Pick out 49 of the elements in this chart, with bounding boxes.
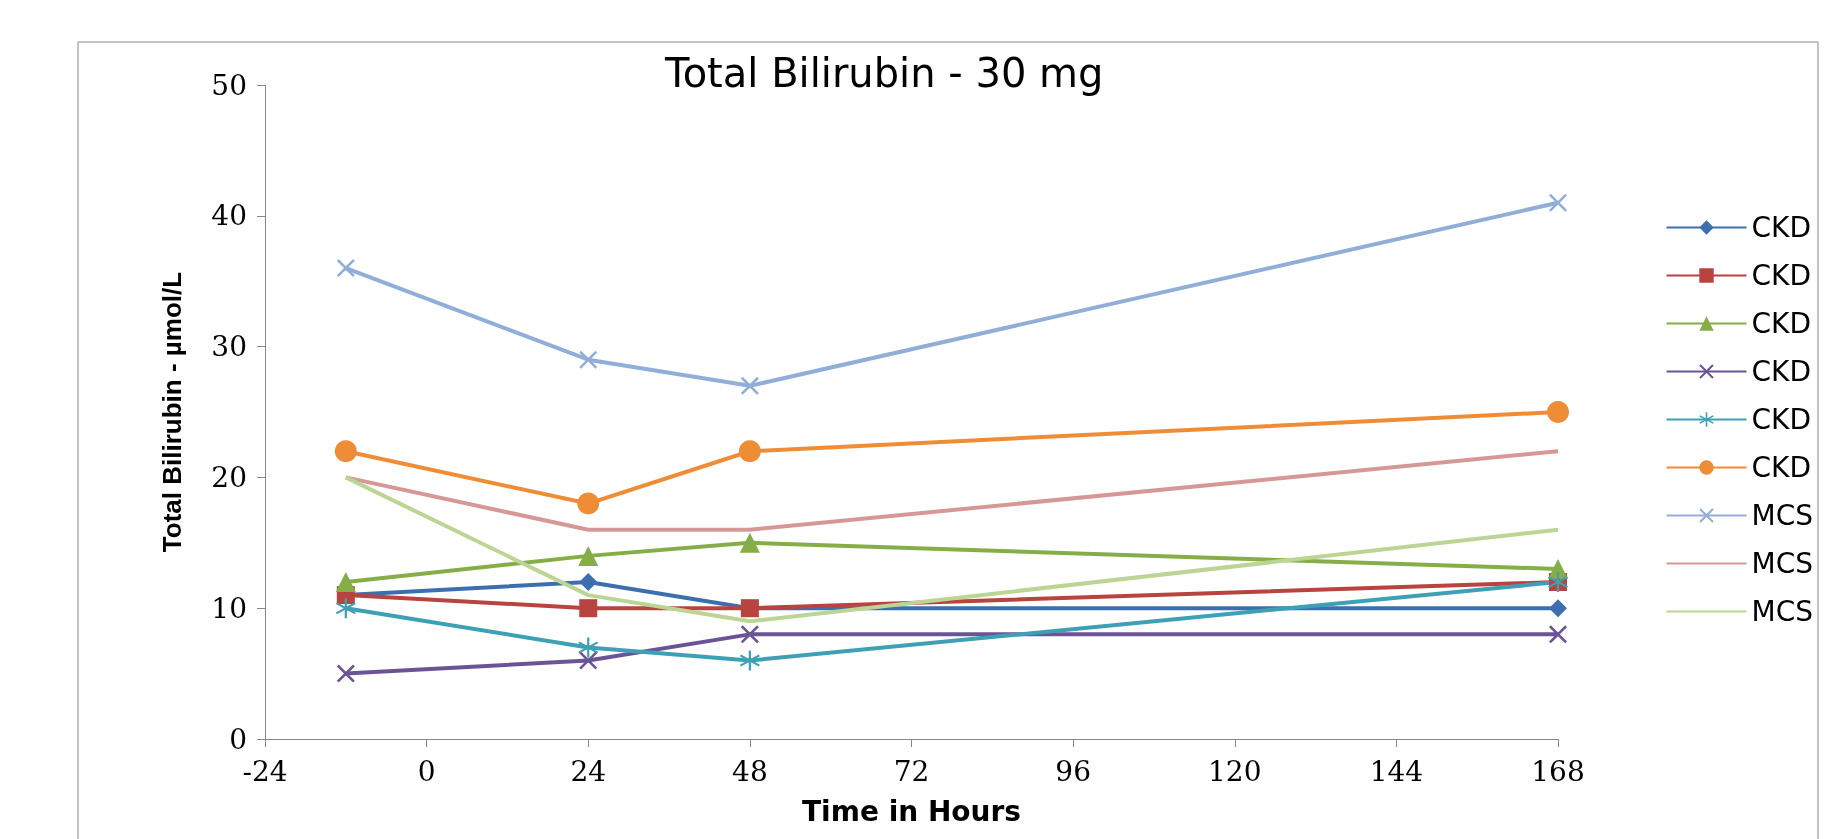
point [335,598,356,619]
point [579,599,598,618]
legend-label: CKD [1751,211,1811,244]
legend-label: MCS [1751,595,1813,628]
point [1549,599,1567,618]
y-axis-title: Total Bilirubin - µmol/L [157,271,187,553]
point [578,637,599,658]
x-axis-title: Time in Hours [802,794,1021,828]
x-tick-label: 168 [1531,754,1585,788]
x-tick-label: 48 [732,754,768,788]
y-tick-label: 50 [211,68,247,102]
legend-label: CKD [1751,355,1811,388]
legend-label: MCS [1751,499,1813,532]
point [334,440,357,463]
y-tick-label: 10 [211,591,247,625]
legend-label: CKD [1751,259,1811,292]
point [579,651,598,670]
y-tick-label: 30 [211,330,247,364]
point [740,625,759,644]
legend-label: CKD [1751,403,1811,436]
point [336,664,355,683]
point [740,376,759,395]
x-tick-label: 96 [1055,754,1091,788]
y-tick-label: 40 [211,199,247,233]
y-tick-label: 20 [211,460,247,494]
point [579,350,598,369]
y-tick-label: 0 [229,722,247,756]
point [739,532,760,553]
point [335,572,356,593]
point [1549,625,1567,644]
legend-label: CKD [1751,307,1811,340]
point [578,545,599,566]
x-tick-label: -24 [242,754,288,788]
point [738,440,761,463]
x-tick-label: 0 [417,754,436,788]
x-tick-label: 72 [893,754,930,788]
x-tick-label: 24 [570,754,607,788]
line-series [343,475,1560,624]
legend-label: MCS [1751,547,1813,580]
x-tick-label: 144 [1369,754,1424,788]
point [577,492,600,515]
point [336,259,355,278]
point [579,573,598,592]
chart-title: Total Bilirubin - 30 mg [664,50,1104,96]
point [1549,193,1567,212]
x-tick-label: 120 [1208,754,1262,788]
point [1547,401,1569,423]
legend-label: CKD [1751,451,1811,484]
point [739,650,760,671]
